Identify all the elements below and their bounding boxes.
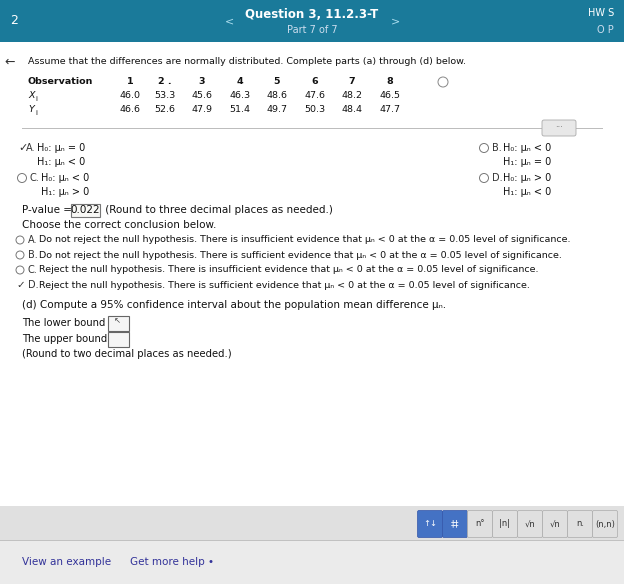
FancyBboxPatch shape [0, 540, 624, 584]
Text: H₀: μₙ = 0: H₀: μₙ = 0 [37, 143, 85, 153]
Text: Observation: Observation [28, 78, 94, 86]
Text: 49.7: 49.7 [266, 106, 288, 114]
Text: B.: B. [492, 143, 502, 153]
Text: <: < [225, 16, 235, 26]
Text: 6: 6 [311, 78, 318, 86]
Text: 48.2: 48.2 [341, 92, 363, 100]
Text: 2 .: 2 . [158, 78, 172, 86]
Text: H₁: μₙ < 0: H₁: μₙ < 0 [37, 157, 85, 167]
Text: ‡‡: ‡‡ [451, 520, 459, 529]
Text: C.: C. [30, 173, 40, 183]
Text: Reject the null hypothesis. There is insufficient evidence that μₙ < 0 at the α : Reject the null hypothesis. There is ins… [39, 266, 539, 274]
Text: √n: √n [550, 520, 560, 529]
FancyBboxPatch shape [517, 510, 542, 537]
Text: ←: ← [5, 55, 15, 68]
FancyBboxPatch shape [0, 506, 624, 540]
Text: H₀: μₙ < 0: H₀: μₙ < 0 [41, 173, 89, 183]
Text: √n: √n [525, 520, 535, 529]
Text: ↑↓: ↑↓ [423, 520, 437, 529]
Text: 4: 4 [236, 78, 243, 86]
Text: 3: 3 [199, 78, 205, 86]
Text: 46.3: 46.3 [230, 92, 251, 100]
Text: H₁: μₙ < 0: H₁: μₙ < 0 [503, 187, 551, 197]
Text: 47.6: 47.6 [305, 92, 326, 100]
Text: 50.3: 50.3 [305, 106, 326, 114]
Text: H₀: μₙ > 0: H₀: μₙ > 0 [503, 173, 551, 183]
FancyBboxPatch shape [542, 510, 567, 537]
Text: 52.6: 52.6 [155, 106, 175, 114]
Text: >: > [391, 16, 399, 26]
Text: O P: O P [597, 25, 614, 35]
Text: ···: ··· [555, 123, 563, 133]
FancyBboxPatch shape [0, 42, 624, 506]
Text: n.: n. [576, 520, 584, 529]
FancyBboxPatch shape [107, 332, 129, 346]
Text: Part 7 of 7: Part 7 of 7 [286, 25, 338, 35]
Text: 0.022: 0.022 [70, 205, 100, 215]
Text: D.: D. [492, 173, 502, 183]
Text: 2: 2 [10, 15, 18, 27]
FancyBboxPatch shape [0, 0, 624, 42]
FancyBboxPatch shape [442, 510, 467, 537]
Text: P-value =: P-value = [22, 205, 76, 215]
Text: ✓: ✓ [16, 280, 25, 290]
Text: HW S: HW S [588, 8, 614, 18]
Text: 51.4: 51.4 [230, 106, 250, 114]
Text: i: i [35, 96, 37, 102]
Text: 45.6: 45.6 [192, 92, 213, 100]
Text: H₁: μₙ = 0: H₁: μₙ = 0 [503, 157, 551, 167]
Text: 46.6: 46.6 [120, 106, 140, 114]
Text: B.: B. [28, 250, 37, 260]
Text: 53.3: 53.3 [154, 92, 175, 100]
Text: 46.0: 46.0 [120, 92, 140, 100]
Text: 1: 1 [127, 78, 134, 86]
Text: 7: 7 [349, 78, 355, 86]
FancyBboxPatch shape [492, 510, 517, 537]
Text: X: X [28, 92, 34, 100]
Text: Question 3, 11.2.3-T: Question 3, 11.2.3-T [245, 8, 379, 20]
Text: Choose the correct conclusion below.: Choose the correct conclusion below. [22, 220, 217, 230]
Text: (n,n): (n,n) [595, 520, 615, 529]
Text: |n|: |n| [499, 520, 510, 529]
Text: Get more help •: Get more help • [130, 557, 214, 567]
Text: View an example: View an example [22, 557, 111, 567]
Text: The lower bound is: The lower bound is [22, 318, 117, 328]
Text: Y: Y [28, 106, 34, 114]
Text: Reject the null hypothesis. There is sufficient evidence that μₙ < 0 at the α = : Reject the null hypothesis. There is suf… [39, 280, 530, 290]
Text: 48.4: 48.4 [341, 106, 363, 114]
Text: 48.6: 48.6 [266, 92, 288, 100]
Text: ✓: ✓ [18, 143, 27, 153]
FancyBboxPatch shape [417, 510, 442, 537]
Text: D.: D. [28, 280, 39, 290]
Text: (Round to three decimal places as needed.): (Round to three decimal places as needed… [102, 205, 333, 215]
FancyBboxPatch shape [107, 315, 129, 331]
Text: n°: n° [475, 520, 485, 529]
Text: (d) Compute a 95% confidence interval about the population mean difference μₙ.: (d) Compute a 95% confidence interval ab… [22, 300, 446, 310]
FancyBboxPatch shape [71, 203, 99, 217]
Text: H₁: μₙ > 0: H₁: μₙ > 0 [41, 187, 89, 197]
Text: i: i [35, 110, 37, 116]
Text: 8: 8 [387, 78, 393, 86]
FancyBboxPatch shape [467, 510, 492, 537]
Text: H₀: μₙ < 0: H₀: μₙ < 0 [503, 143, 551, 153]
Text: ↖: ↖ [114, 317, 121, 325]
Text: 47.9: 47.9 [192, 106, 213, 114]
Text: (Round to two decimal places as needed.): (Round to two decimal places as needed.) [22, 349, 232, 359]
Text: A.: A. [28, 235, 37, 245]
Text: A.: A. [26, 143, 36, 153]
FancyBboxPatch shape [567, 510, 593, 537]
FancyBboxPatch shape [542, 120, 576, 136]
Text: 47.7: 47.7 [379, 106, 401, 114]
Text: The upper bound is: The upper bound is [22, 334, 119, 344]
FancyBboxPatch shape [593, 510, 618, 537]
Text: Assume that the differences are normally distributed. Complete parts (a) through: Assume that the differences are normally… [28, 57, 466, 67]
Text: Do not reject the null hypothesis. There is sufficient evidence that μₙ < 0 at t: Do not reject the null hypothesis. There… [39, 251, 562, 259]
Text: 46.5: 46.5 [379, 92, 401, 100]
Text: Do not reject the null hypothesis. There is insufficient evidence that μₙ < 0 at: Do not reject the null hypothesis. There… [39, 235, 570, 245]
Text: 5: 5 [274, 78, 280, 86]
Text: C.: C. [28, 265, 37, 275]
